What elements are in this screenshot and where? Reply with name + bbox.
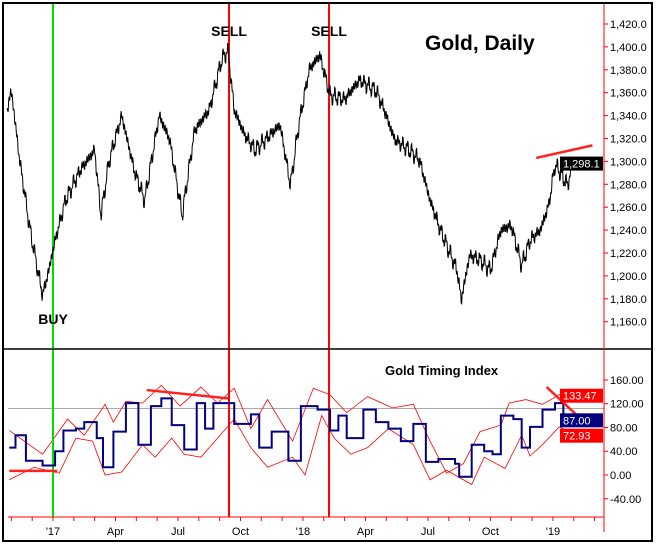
x-tick-label: Jul [421, 526, 435, 538]
y-tick-label: 1,280.0 [610, 179, 647, 191]
timing-index-value-box [560, 413, 603, 428]
lower-band-value: 72.93 [563, 431, 591, 443]
timing-index-value: 87.00 [563, 415, 591, 427]
timing-index-line [9, 397, 571, 478]
x-tick-label: '17 [46, 526, 60, 538]
x-tick-label: Oct [482, 526, 499, 538]
y-tick-label: 1,320.0 [610, 134, 647, 146]
x-tick-label: '18 [296, 526, 310, 538]
lower-band-value-box [560, 428, 603, 443]
y-tick-label: 1,400.0 [610, 42, 647, 54]
y-tick-label: 0.00 [610, 470, 631, 482]
y-tick-label: 1,260.0 [610, 202, 647, 214]
price-trendline [535, 144, 593, 160]
x-tick-label: Jul [171, 526, 185, 538]
y-tick-label: 1,240.0 [610, 225, 647, 237]
last-price-label-box [560, 156, 603, 171]
x-tick-label: Oct [232, 526, 249, 538]
chart-title: Gold, Daily [425, 32, 535, 55]
y-tick-label: 1,340.0 [610, 111, 647, 123]
upper-band-line [9, 384, 570, 474]
signal-label-sell: SELL [311, 23, 347, 39]
last-price-label: 1,298.1 [563, 159, 600, 171]
gold-price-line [6, 42, 574, 306]
x-tick-label: Apr [357, 526, 374, 538]
y-tick-label: 1,380.0 [610, 65, 647, 77]
x-tick-label: Apr [107, 526, 124, 538]
y-tick-label: 1,160.0 [610, 317, 647, 329]
x-tick-label: '19 [546, 526, 560, 538]
y-tick-label: 160.00 [610, 375, 644, 387]
y-tick-label: 1,420.0 [610, 19, 647, 31]
y-tick-label: 40.00 [610, 446, 638, 458]
y-tick-label: 1,180.0 [610, 294, 647, 306]
y-tick-label: 80.00 [610, 422, 638, 434]
y-tick-label: 1,200.0 [610, 271, 647, 283]
y-tick-label: 1,300.0 [610, 156, 647, 168]
y-tick-label: 1,220.0 [610, 248, 647, 260]
lower-band-line [9, 414, 570, 486]
y-tick-label: 120.00 [610, 399, 644, 411]
indicator-title: Gold Timing Index [385, 363, 499, 378]
signal-label-sell: SELL [211, 23, 247, 39]
signal-label-buy: BUY [38, 311, 68, 327]
upper-band-value: 133.47 [563, 391, 597, 403]
indicator-trendline [146, 388, 229, 400]
y-tick-label: -40.00 [610, 494, 641, 506]
upper-band-value-box [560, 388, 603, 403]
y-tick-label: 1,360.0 [610, 88, 647, 100]
